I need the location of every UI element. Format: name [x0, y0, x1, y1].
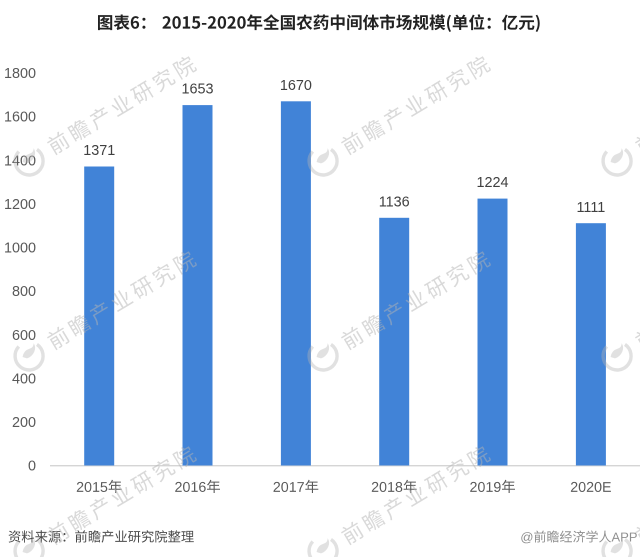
svg-text:1136: 1136	[379, 194, 410, 210]
svg-text:0: 0	[28, 459, 36, 475]
svg-text:1670: 1670	[280, 78, 312, 94]
svg-text:1111: 1111	[576, 200, 605, 216]
svg-text:600: 600	[12, 328, 36, 344]
svg-text:800: 800	[12, 284, 36, 300]
svg-text:1600: 1600	[4, 110, 36, 126]
svg-text:1800: 1800	[4, 66, 36, 82]
svg-text:1653: 1653	[181, 82, 213, 98]
svg-text:1371: 1371	[83, 143, 115, 159]
svg-text:1000: 1000	[4, 241, 36, 257]
svg-text:200: 200	[12, 415, 36, 431]
svg-text:400: 400	[12, 371, 36, 387]
svg-text:1200: 1200	[4, 197, 36, 213]
svg-text:1224: 1224	[476, 175, 508, 191]
